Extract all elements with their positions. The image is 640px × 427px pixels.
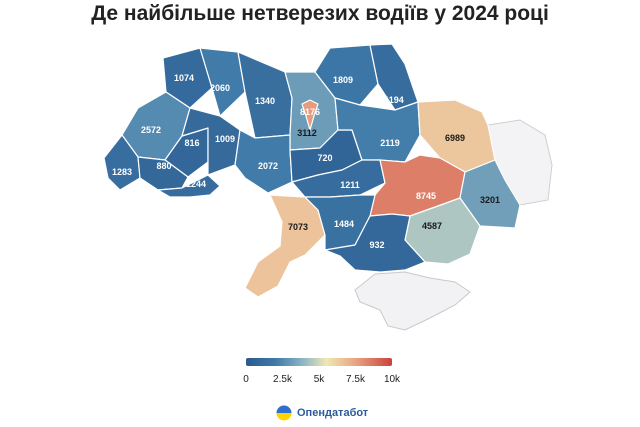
- legend-color-bar: [246, 358, 392, 366]
- brand: Опендатабот: [276, 403, 368, 423]
- region-value-label: 8745: [416, 191, 436, 201]
- region-khmelnytskyi[interactable]: [181, 107, 241, 176]
- region-kherson[interactable]: [324, 213, 426, 273]
- region-value-label: 2072: [258, 161, 278, 171]
- region-value-label: 1211: [340, 180, 360, 190]
- region-value-label: 2119: [380, 138, 400, 148]
- region-value-label: 1244: [186, 179, 206, 189]
- region-value-label: 8176: [300, 107, 320, 117]
- region-chernivtsi[interactable]: [157, 174, 221, 198]
- region-rivne[interactable]: [199, 47, 246, 117]
- map-title: Де найбільше нетверезих водіїв у 2024 ро…: [91, 2, 549, 25]
- region-value-label: 1484: [334, 219, 354, 229]
- region-value-label: 1194: [384, 95, 404, 105]
- region-value-label: 3201: [480, 195, 500, 205]
- region-value-label: 1074: [174, 73, 194, 83]
- legend-tick: 2.5k: [273, 374, 292, 385]
- region-value-label: 720: [317, 153, 332, 163]
- color-legend: 0 2.5k 5k 7.5k 10k: [240, 358, 400, 392]
- brand-name: Опендатабот: [297, 407, 369, 419]
- legend-tick: 0: [243, 374, 249, 385]
- region-value-label: 1809: [333, 75, 353, 85]
- legend-tick: 5k: [313, 374, 325, 385]
- region-kyiv-city[interactable]: [301, 99, 319, 131]
- region-value-label: 880: [156, 161, 171, 171]
- region-value-label: 1009: [215, 134, 235, 144]
- legend-tick: 7.5k: [346, 374, 365, 385]
- region-value-label: 4587: [422, 221, 442, 231]
- region-value-label: 3112: [297, 128, 317, 138]
- region-value-label: 1283: [112, 167, 132, 177]
- region-crimea: [354, 271, 471, 331]
- region-zhytomyr[interactable]: [237, 51, 293, 139]
- region-labels: 1074 2060 1340 3112 8176 1809 1194 2572 816 1009 2…: [112, 73, 500, 250]
- region-value-label: 2572: [141, 125, 161, 135]
- region-value-label: 2060: [210, 83, 230, 93]
- region-value-label: 816: [184, 138, 199, 148]
- region-value-label: 932: [369, 240, 384, 250]
- opendatabot-logo-icon: [276, 405, 292, 421]
- region-odesa[interactable]: [244, 194, 326, 298]
- region-value-label: 1340: [255, 96, 275, 106]
- region-value-label: 6989: [445, 133, 465, 143]
- region-value-label: 7073: [288, 222, 308, 232]
- region-volyn[interactable]: [162, 47, 213, 109]
- legend-tick: 10k: [383, 374, 401, 385]
